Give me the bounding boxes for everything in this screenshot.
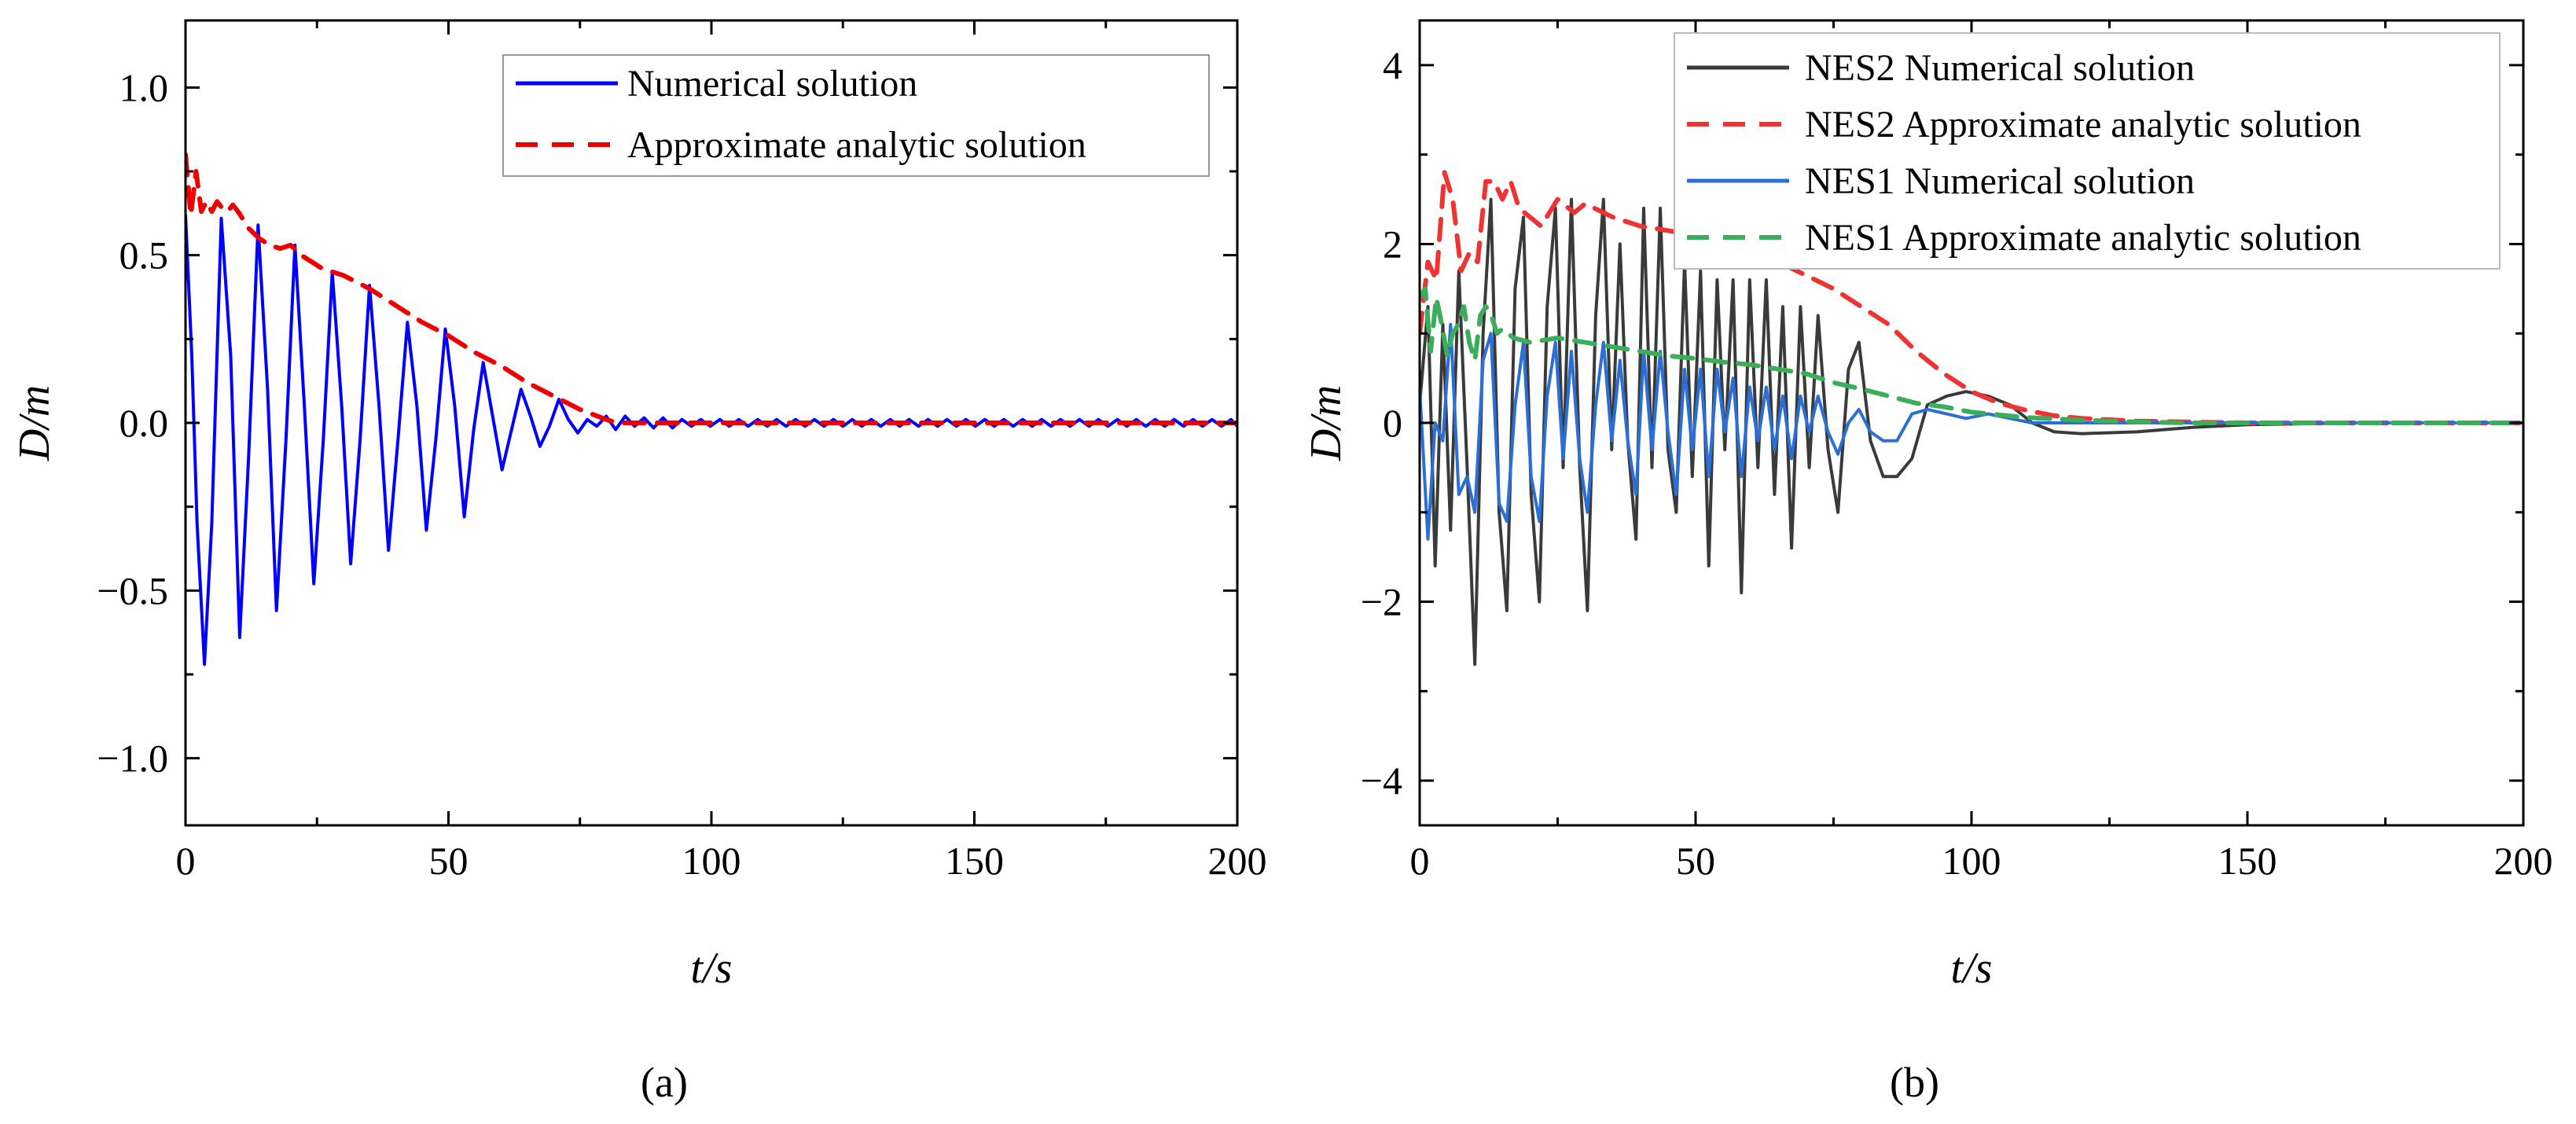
legend-label-nes2-numerical: NES2 Numerical solution	[1805, 47, 2195, 89]
legend-box-b	[1674, 32, 2501, 270]
x-tick-label-a: 200	[1208, 839, 1267, 883]
y-tick-label-b: 4	[1383, 43, 1402, 87]
legend-label-analytic-a: Approximate analytic solution	[627, 124, 1086, 166]
x-tick-label-b: 100	[1942, 839, 2001, 883]
series-line-a-1	[186, 152, 1237, 425]
y-tick-label-a: 1.0	[119, 65, 169, 109]
y-tick-label-a: 0.0	[119, 401, 169, 445]
y-tick-label-b: −2	[1361, 580, 1402, 624]
legend-label-numerical-a: Numerical solution	[627, 63, 917, 105]
x-tick-label-a: 50	[429, 839, 469, 883]
y-tick-label-a: −0.5	[97, 568, 168, 612]
chart-panel-a: 0 50 100 150 200 −1.0 −0.5 0.0 0.5 1.0 t/s D/m Nu…	[10, 19, 1267, 1106]
x-tick-label-a: 100	[682, 839, 741, 883]
y-tick-label-b: 2	[1383, 222, 1402, 266]
x-tick-label-b: 50	[1676, 839, 1715, 883]
chart-panel-b: 0 50 100 150 200 −4 −2 0 2 4 t/s D/m NES2 Numeric…	[1302, 19, 2553, 1106]
x-axis-title-a: t/s	[691, 944, 733, 993]
legend-label-nes1-numerical: NES1 Numerical solution	[1805, 160, 2195, 202]
y-tick-label-a: 0.5	[119, 233, 169, 277]
x-tick-label-a: 0	[176, 839, 196, 883]
x-tick-label-b: 200	[2494, 839, 2553, 883]
panel-label-b: (b)	[1890, 1059, 1939, 1106]
series-line-b-1	[1420, 170, 2523, 425]
legend-label-nes1-analytic: NES1 Approximate analytic solution	[1805, 217, 2361, 259]
y-tick-label-b: 0	[1383, 401, 1402, 445]
x-axis-title-b: t/s	[1951, 944, 1993, 993]
panel-label-a: (a)	[641, 1059, 688, 1106]
y-tick-label-b: −4	[1361, 759, 1402, 803]
y-axis-title-b: D/m	[1302, 385, 1350, 461]
legend-label-nes2-analytic: NES2 Approximate analytic solution	[1805, 104, 2361, 145]
y-tick-label-a: −1.0	[97, 736, 168, 781]
series-line-b-3	[1420, 286, 2523, 425]
y-axis-title-a: D/m	[10, 385, 59, 461]
legend-b: NES2 Numerical solution NES2 Approximate…	[1674, 32, 2501, 270]
series-line-b-0	[1420, 197, 2523, 667]
series-line-b-2	[1420, 322, 2523, 541]
x-tick-label-b: 0	[1410, 839, 1430, 883]
x-tick-label-a: 150	[945, 839, 1004, 883]
x-tick-label-b: 150	[2218, 839, 2277, 883]
legend-box-a	[502, 54, 1210, 177]
legend-a: Numerical solution Approximate analytic …	[502, 54, 1210, 177]
